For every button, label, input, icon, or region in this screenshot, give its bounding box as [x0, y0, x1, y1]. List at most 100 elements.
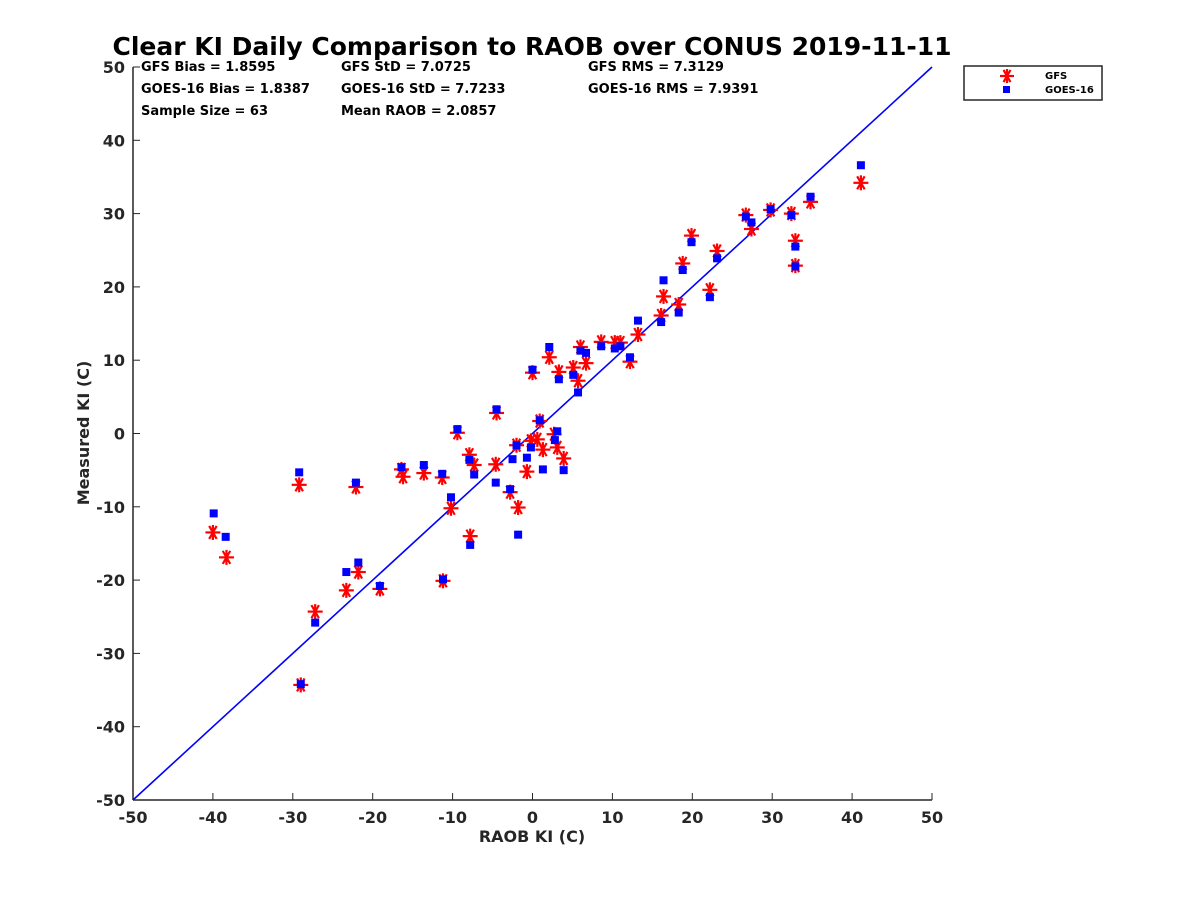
x-tick-label: 20	[681, 808, 703, 827]
goes16-point	[766, 205, 775, 214]
data-points	[205, 161, 869, 693]
stat-mean-raob: Mean RAOB = 2.0857	[341, 104, 496, 119]
goes16-point	[209, 509, 218, 518]
gfs-point	[570, 373, 586, 389]
legend-gfs-marker	[1000, 69, 1014, 83]
goes16-point	[466, 540, 475, 549]
goes16-point	[576, 346, 585, 355]
goes16-point	[856, 161, 865, 170]
one-to-one-line	[132, 66, 933, 801]
goes16-point	[221, 532, 230, 541]
reference-line-group	[132, 66, 933, 801]
stat-gfs-rms: GFS RMS = 7.3129	[588, 60, 724, 75]
goes16-point	[791, 262, 800, 271]
goes16-point	[419, 461, 428, 470]
goes16-point	[597, 342, 606, 351]
legend-gfs-asterisk	[1000, 69, 1014, 83]
y-tick-label: -50	[96, 791, 125, 810]
gfs-point	[291, 477, 307, 493]
goes16-point	[616, 342, 625, 351]
x-tick-label: -30	[278, 808, 307, 827]
y-tick-label: -20	[96, 571, 125, 590]
x-tick-label: -50	[119, 808, 148, 827]
goes16-point	[296, 680, 305, 689]
goes16-point	[582, 348, 591, 357]
goes16-point	[447, 493, 456, 502]
goes16-point	[512, 441, 521, 450]
gfs-point	[218, 549, 234, 565]
goes16-point	[342, 568, 351, 577]
goes16-point	[526, 443, 535, 452]
y-tick-label: -40	[96, 718, 125, 737]
axes: -50 -40 -30 -20 -10 0 10 20 30 40 50 -50 -40 -30 -20 -1…	[96, 58, 943, 827]
y-axis-label: Measured KI (C)	[74, 361, 93, 506]
goes16-point	[354, 558, 363, 567]
goes16-point	[559, 466, 568, 475]
y-tick-label: -10	[96, 498, 125, 517]
y-tick-label: -30	[96, 644, 125, 663]
goes16-point	[492, 405, 501, 414]
goes16-point	[528, 365, 537, 374]
gfs-point	[443, 500, 459, 516]
goes16-point	[674, 308, 683, 317]
goes16-point	[791, 242, 800, 251]
gfs-point	[205, 524, 221, 540]
goes16-point	[553, 427, 562, 436]
goes16-point	[633, 316, 642, 325]
goes16-point	[569, 370, 578, 379]
goes16-point	[554, 375, 563, 384]
goes16-point	[470, 470, 479, 479]
gfs-point	[541, 349, 557, 365]
stat-goes-bias: GOES-16 Bias = 1.8387	[141, 82, 310, 97]
legend-gfs-label: GFS	[1045, 71, 1067, 82]
gfs-point	[350, 564, 366, 580]
stat-sample-size: Sample Size = 63	[141, 104, 268, 119]
goes16-point	[438, 469, 447, 478]
goes16-point	[397, 463, 406, 472]
y-tick-label: 10	[103, 351, 125, 370]
gfs-point	[466, 457, 482, 473]
goes16-point	[535, 416, 544, 425]
goes16-point	[678, 266, 687, 275]
goes16-point	[439, 575, 448, 584]
gfs-point	[578, 355, 594, 371]
stats-block: GFS Bias = 1.8595 GFS StD = 7.0725 GFS R…	[141, 60, 758, 119]
stat-goes-rms: GOES-16 RMS = 7.9391	[588, 82, 758, 97]
x-tick-label: 50	[921, 808, 943, 827]
y-tick-label: 20	[103, 278, 125, 297]
goes16-point	[514, 530, 523, 539]
goes16-point	[351, 478, 360, 487]
goes16-point	[506, 485, 515, 494]
goes16-point	[806, 192, 815, 201]
stat-gfs-std: GFS StD = 7.0725	[341, 60, 471, 75]
goes16-point	[659, 276, 668, 285]
goes16-point	[550, 436, 559, 445]
legend: GFS GOES-16	[963, 65, 1103, 101]
goes16-point	[295, 468, 304, 477]
y-tick-label: 40	[103, 131, 125, 150]
goes16-point	[465, 455, 474, 464]
goes16-point	[453, 425, 462, 434]
goes16-point	[508, 455, 517, 464]
stat-goes-std: GOES-16 StD = 7.7233	[341, 82, 505, 97]
x-tick-label: -40	[198, 808, 227, 827]
x-axis-label: RAOB KI (C)	[479, 827, 585, 846]
x-tick-label: -20	[358, 808, 387, 827]
goes16-point	[522, 453, 531, 462]
y-tick-label: 50	[103, 58, 125, 77]
x-tick-label: 40	[841, 808, 863, 827]
y-tick-label: 30	[103, 205, 125, 224]
gfs-point	[510, 500, 526, 516]
goes16-point	[687, 238, 696, 247]
legend-goes16-label: GOES-16	[1045, 85, 1094, 96]
gfs-point	[630, 327, 646, 343]
y-tick-label: 0	[114, 425, 125, 444]
gfs-point	[488, 456, 504, 472]
legend-box	[963, 65, 1103, 101]
goes16-point	[787, 211, 796, 220]
gfs-point	[519, 464, 535, 480]
gfs-point	[656, 288, 672, 304]
goes16-point	[705, 293, 714, 302]
goes16-point	[538, 465, 547, 474]
gfs-point	[338, 582, 354, 598]
